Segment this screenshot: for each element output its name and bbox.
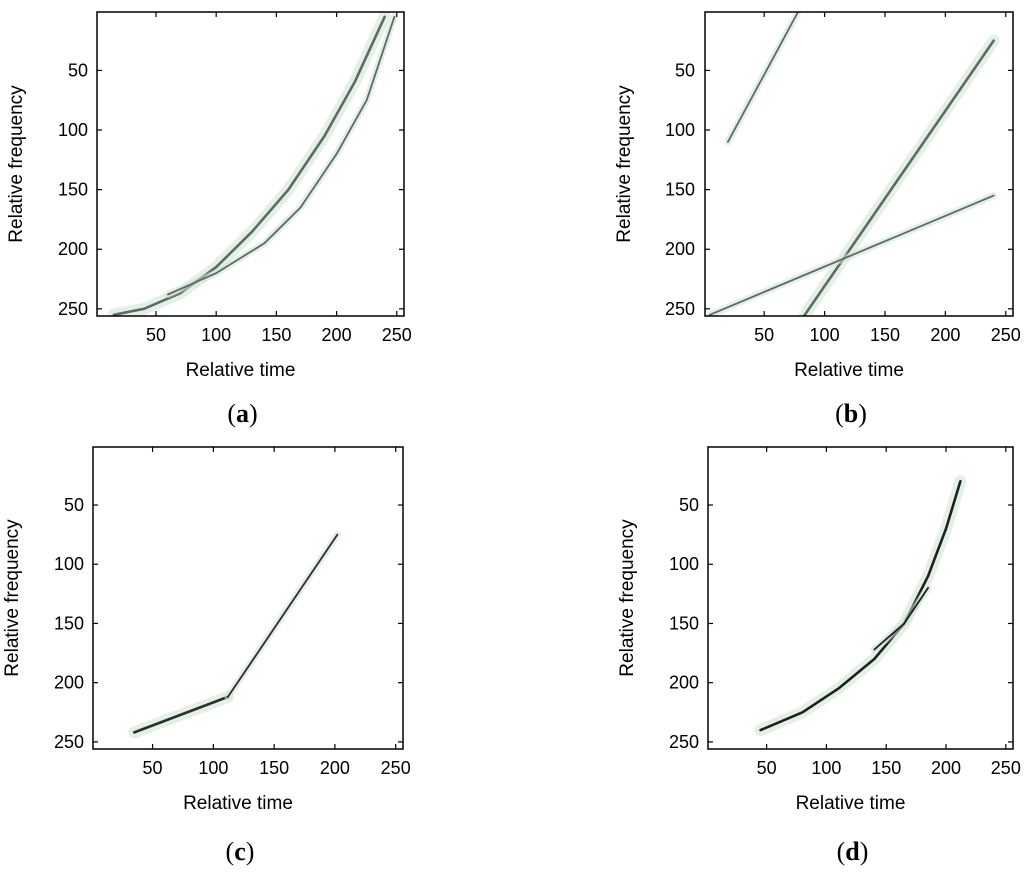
x-tick-label: 50 <box>754 325 774 345</box>
x-tick-label: 250 <box>991 325 1021 345</box>
x-axis-label: Relative time <box>794 360 904 381</box>
axes-frame <box>96 11 405 317</box>
x-tick-label: 200 <box>931 758 961 778</box>
plot-area <box>705 12 1013 316</box>
ridge-steep-line <box>802 39 996 316</box>
x-tick-label: 200 <box>322 325 352 345</box>
panel-d: 50 100 150 200 250 50 100 150 200 250 Relative tim… <box>617 446 1021 866</box>
panel-caption-letter: a <box>236 399 249 428</box>
y-tick-label: 150 <box>669 613 699 633</box>
panel-caption: (b) <box>835 399 867 428</box>
ridge-upper-segment <box>226 533 339 698</box>
ridge-curved-ridge <box>759 479 962 732</box>
y-tick-label: 50 <box>68 60 88 80</box>
x-tick-label: 200 <box>320 758 350 778</box>
panel-c: 50 100 150 200 250 50 100 150 200 250 Relative tim… <box>2 446 411 866</box>
panel-caption: (d) <box>837 837 869 866</box>
ridge-faint-ridge <box>873 587 929 651</box>
x-tick-label: 150 <box>261 325 291 345</box>
y-tick-label: 200 <box>58 239 88 259</box>
axes-frame <box>92 446 404 750</box>
x-tick-label: 100 <box>811 758 841 778</box>
y-tick-label: 100 <box>665 120 695 140</box>
y-tick-label: 250 <box>669 732 699 752</box>
plot-area <box>93 447 403 749</box>
y-tick-label: 250 <box>54 732 84 752</box>
y-axis-label: Relative frequency <box>2 519 23 677</box>
x-tick-label: 100 <box>198 758 228 778</box>
y-tick-label: 250 <box>665 299 695 319</box>
panel-caption-letter: b <box>844 399 858 428</box>
x-tick-label: 250 <box>381 758 411 778</box>
x-tick-label: 250 <box>382 325 412 345</box>
panel-caption-letter: d <box>845 837 860 866</box>
ridge-main-ridge <box>112 15 387 316</box>
plot-area <box>97 12 404 316</box>
y-axis-label: Relative frequency <box>6 85 27 243</box>
y-tick-label: 200 <box>665 239 695 259</box>
y-tick-label: 50 <box>679 495 699 515</box>
panel-b: 50 100 150 200 250 50 100 150 200 250 Relative tim… <box>614 11 1021 428</box>
y-tick-label: 50 <box>64 495 84 515</box>
x-tick-label: 100 <box>201 325 231 345</box>
y-tick-label: 100 <box>54 554 84 574</box>
x-tick-label: 250 <box>991 758 1021 778</box>
y-axis-label: Relative frequency <box>617 519 638 677</box>
plot-area <box>708 447 1013 749</box>
y-tick-label: 100 <box>58 120 88 140</box>
x-tick-label: 150 <box>870 325 900 345</box>
x-tick-label: 50 <box>757 758 777 778</box>
x-tick-label: 200 <box>930 325 960 345</box>
x-axis-label: Relative time <box>186 360 296 381</box>
y-tick-label: 100 <box>669 554 699 574</box>
ridge-secondary-ridge <box>167 15 396 296</box>
y-tick-label: 150 <box>58 180 88 200</box>
ridge-shallow-line <box>708 194 995 316</box>
y-tick-label: 250 <box>58 299 88 319</box>
y-tick-label: 200 <box>54 673 84 693</box>
panel-caption: (c) <box>226 837 255 866</box>
y-tick-label: 50 <box>675 60 695 80</box>
x-tick-label: 100 <box>810 325 840 345</box>
ridge-lower-segment <box>133 695 230 734</box>
x-tick-label: 50 <box>146 325 166 345</box>
ridge-upper-left-line <box>727 12 799 143</box>
x-tick-label: 150 <box>259 758 289 778</box>
panel-a: 50 100 150 200 250 50 100 150 200 250 Relative tim… <box>6 11 412 428</box>
axes-frame <box>707 446 1014 750</box>
y-axis-label: Relative frequency <box>614 85 635 243</box>
x-tick-label: 150 <box>871 758 901 778</box>
panel-caption-letter: c <box>234 837 246 866</box>
y-tick-label: 200 <box>669 673 699 693</box>
y-tick-label: 150 <box>665 180 695 200</box>
axes-frame <box>704 11 1014 317</box>
x-axis-label: Relative time <box>183 793 293 814</box>
x-axis-label: Relative time <box>796 793 906 814</box>
y-tick-label: 150 <box>54 613 84 633</box>
panel-caption: (a) <box>227 399 257 428</box>
x-tick-label: 50 <box>143 758 163 778</box>
